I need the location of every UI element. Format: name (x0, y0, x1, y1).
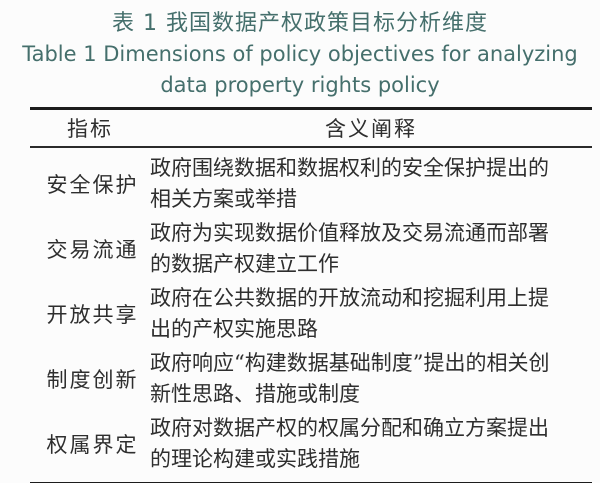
row-indicator: 开放共享 (46, 303, 139, 327)
row-meaning: 政府为实现数据价值释放及交易流通而部署的数据产权建立工作 (150, 221, 549, 276)
table-caption-en-line1: Table 1 Dimensions of policy objectives … (22, 42, 578, 66)
row-meaning: 政府对数据产权的权属分配和确立方案提出的理论构建或实践措施 (150, 416, 549, 471)
table-row: 交易流通 政府为实现数据价值释放及交易流通而部署的数据产权建立工作 (30, 218, 592, 280)
table-caption: 表 1 我国数据产权政策目标分析维度 Table 1 Dimensions of… (0, 0, 600, 101)
table-row: 开放共享 政府在公共数据的开放流动和挖掘利用上提出的产权实施思路 (30, 283, 592, 345)
table-body: 安全保护 政府围绕数据和数据权利的安全保护提出的相关方案或举措 交易流通 政府为… (30, 148, 592, 482)
row-indicator: 制度创新 (46, 368, 139, 392)
row-indicator: 安全保护 (46, 173, 139, 197)
table-row: 制度创新 政府响应“构建数据基础制度”提出的相关创新性思路、措施或制度 (30, 348, 592, 410)
row-indicator: 交易流通 (46, 238, 139, 262)
row-indicator: 权属界定 (46, 433, 139, 457)
table-caption-zh: 表 1 我国数据产权政策目标分析维度 (112, 11, 488, 36)
header-indicator: 指标 (67, 117, 113, 141)
dimensions-table: 指标 含义阐释 安全保护 政府围绕数据和数据权利的安全保护提出的相关方案或举措 … (30, 107, 592, 483)
header-meaning: 含义阐释 (325, 117, 417, 141)
table-caption-en-line2: data property rights policy (160, 73, 440, 97)
table-top-rule (30, 107, 592, 110)
row-meaning: 政府围绕数据和数据权利的安全保护提出的相关方案或举措 (150, 156, 549, 211)
row-meaning: 政府响应“构建数据基础制度”提出的相关创新性思路、措施或制度 (150, 351, 550, 406)
table-row: 权属界定 政府对数据产权的权属分配和确立方案提出的理论构建或实践措施 (30, 413, 592, 475)
row-meaning: 政府在公共数据的开放流动和挖掘利用上提出的产权实施思路 (150, 286, 549, 341)
table-header-row: 指标 含义阐释 (30, 110, 592, 146)
table-row: 安全保护 政府围绕数据和数据权利的安全保护提出的相关方案或举措 (30, 153, 592, 215)
table-header-rule (30, 146, 592, 148)
